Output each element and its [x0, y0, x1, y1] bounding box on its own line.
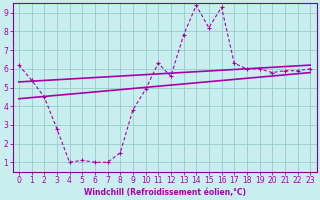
X-axis label: Windchill (Refroidissement éolien,°C): Windchill (Refroidissement éolien,°C) — [84, 188, 245, 197]
